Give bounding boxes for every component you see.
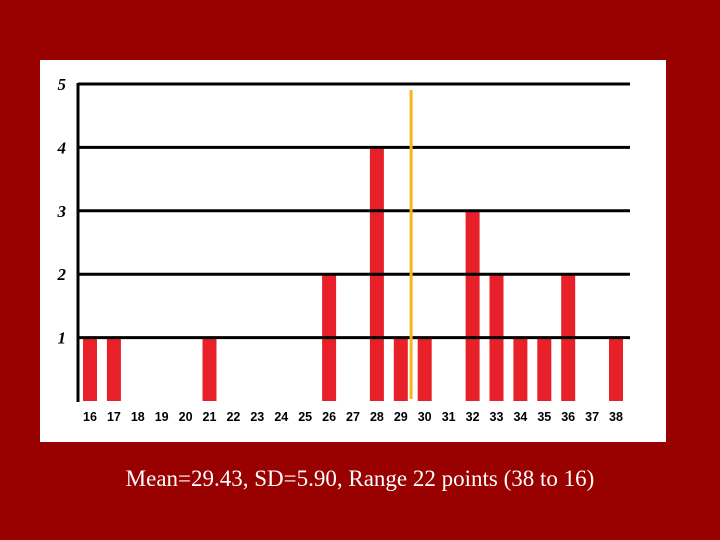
x-tick-label-36: 36 bbox=[561, 410, 575, 424]
bar-30 bbox=[417, 337, 432, 401]
x-tick-label-29: 29 bbox=[394, 410, 408, 424]
bar-21 bbox=[202, 337, 217, 401]
y-tick-label-5: 5 bbox=[58, 75, 67, 94]
y-tick-label-4: 4 bbox=[57, 138, 67, 157]
bar-34 bbox=[513, 337, 528, 401]
x-tick-label-37: 37 bbox=[585, 410, 599, 424]
x-tick-label-35: 35 bbox=[537, 410, 551, 424]
x-tick-label-19: 19 bbox=[155, 410, 169, 424]
x-tick-label-34: 34 bbox=[513, 410, 527, 424]
x-tick-label-21: 21 bbox=[203, 410, 217, 424]
chart-panel: 1 2 3 4 5 16 17 18 19 20 21 22 23 24 25 26 27 28 29 30 31 32 3… bbox=[40, 60, 666, 442]
x-tick-label-33: 33 bbox=[490, 410, 504, 424]
x-tick-label-24: 24 bbox=[274, 410, 288, 424]
x-tick-label-20: 20 bbox=[179, 410, 193, 424]
statistics-caption: Mean=29.43, SD=5.90, Range 22 points (38… bbox=[125, 466, 595, 491]
x-tick-label-28: 28 bbox=[370, 410, 384, 424]
bar-38 bbox=[609, 337, 623, 401]
bar-35 bbox=[537, 337, 552, 401]
x-tick-label-23: 23 bbox=[250, 410, 264, 424]
x-tick-label-27: 27 bbox=[346, 410, 360, 424]
x-tick-label-32: 32 bbox=[466, 410, 480, 424]
x-tick-label-16: 16 bbox=[83, 410, 97, 424]
bar-29 bbox=[393, 337, 408, 401]
x-tick-label-17: 17 bbox=[107, 410, 121, 424]
x-tick-label-31: 31 bbox=[442, 410, 456, 424]
x-tick-label-18: 18 bbox=[131, 410, 145, 424]
x-tick-label-30: 30 bbox=[418, 410, 432, 424]
x-tick-label-25: 25 bbox=[298, 410, 312, 424]
bar-16 bbox=[83, 337, 97, 401]
x-tick-label-22: 22 bbox=[226, 410, 240, 424]
bar-17 bbox=[106, 337, 121, 401]
bar-32 bbox=[465, 210, 480, 401]
y-tick-label-2: 2 bbox=[57, 265, 67, 284]
x-tick-label-38: 38 bbox=[609, 410, 623, 424]
y-tick-label-1: 1 bbox=[58, 329, 67, 348]
x-tick-label-26: 26 bbox=[322, 410, 336, 424]
y-tick-label-3: 3 bbox=[57, 202, 67, 221]
